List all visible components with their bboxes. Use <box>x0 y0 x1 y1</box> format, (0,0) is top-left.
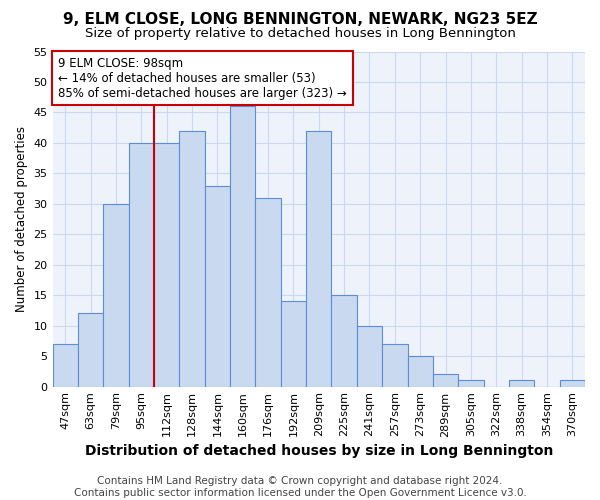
Bar <box>433 374 458 386</box>
Bar <box>205 186 230 386</box>
Bar <box>103 204 128 386</box>
Bar <box>382 344 407 387</box>
Y-axis label: Number of detached properties: Number of detached properties <box>15 126 28 312</box>
Bar <box>306 130 331 386</box>
Bar <box>458 380 484 386</box>
Bar <box>53 344 78 387</box>
X-axis label: Distribution of detached houses by size in Long Bennington: Distribution of detached houses by size … <box>85 444 553 458</box>
Text: Size of property relative to detached houses in Long Bennington: Size of property relative to detached ho… <box>85 28 515 40</box>
Bar <box>179 130 205 386</box>
Bar <box>357 326 382 386</box>
Bar <box>509 380 534 386</box>
Bar <box>128 143 154 386</box>
Bar <box>331 295 357 386</box>
Bar <box>154 143 179 386</box>
Bar <box>560 380 585 386</box>
Text: 9, ELM CLOSE, LONG BENNINGTON, NEWARK, NG23 5EZ: 9, ELM CLOSE, LONG BENNINGTON, NEWARK, N… <box>62 12 538 28</box>
Bar <box>256 198 281 386</box>
Bar <box>230 106 256 386</box>
Bar <box>78 314 103 386</box>
Text: Contains HM Land Registry data © Crown copyright and database right 2024.
Contai: Contains HM Land Registry data © Crown c… <box>74 476 526 498</box>
Text: 9 ELM CLOSE: 98sqm
← 14% of detached houses are smaller (53)
85% of semi-detache: 9 ELM CLOSE: 98sqm ← 14% of detached hou… <box>58 56 347 100</box>
Bar <box>281 302 306 386</box>
Bar <box>407 356 433 386</box>
